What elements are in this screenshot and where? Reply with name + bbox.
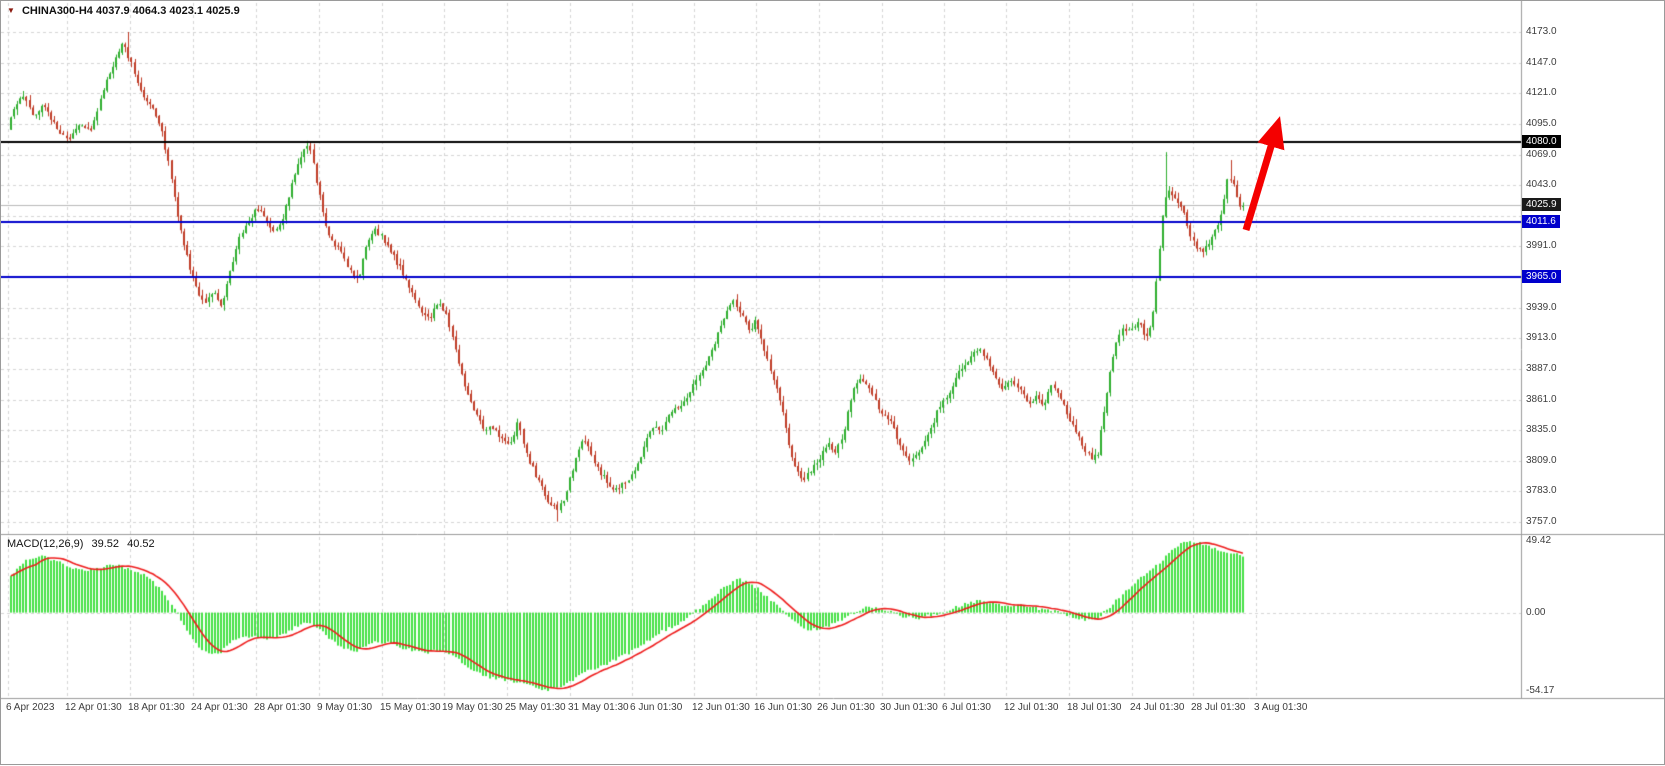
time-axis-tick: 24 Jul 01:30	[1130, 702, 1185, 713]
price-axis-tick: 3757.0	[1526, 516, 1557, 527]
macd-value: 39.52	[91, 538, 120, 550]
price-axis-tick: 4121.0	[1526, 87, 1557, 99]
macd-axis-tick: 49.42	[1526, 535, 1552, 547]
time-axis[interactable]: 6 Apr 2023 12 Apr 01:30 18 Apr 01:30 24 Apr…	[1, 698, 1521, 722]
price-axis[interactable]: 4173.0 4147.0 4121.0 4095.0 4069.0 4043.0 3991…	[1521, 1, 1665, 766]
time-axis-tick: 25 May 01:30	[505, 702, 566, 713]
price-axis-tick: 3809.0	[1526, 454, 1557, 466]
time-axis-tick: 15 May 01:30	[380, 702, 441, 713]
symbol-name: CHINA300-H4	[21, 5, 93, 17]
time-axis-tick: 24 Apr 01:30	[191, 702, 248, 713]
time-axis-tick: 12 Jun 01:30	[692, 702, 750, 713]
macd-axis-tick: -54.17	[1526, 685, 1555, 697]
time-axis-tick: 9 May 01:30	[317, 702, 373, 713]
price-axis-tick: 3991.0	[1526, 240, 1557, 252]
macd-signal-value: 40.52	[127, 538, 155, 550]
price-axis-tick: 3835.0	[1526, 424, 1557, 436]
price-axis-tick: 4173.0	[1526, 26, 1557, 37]
time-axis-tick: 3 Aug 01:30	[1254, 702, 1308, 713]
macd-indicator-label: MACD(12,26,9) 39.52 40.52	[7, 538, 160, 550]
time-axis-tick: 18 Jul 01:30	[1067, 702, 1122, 713]
symbol-ohlc-label: ▼ CHINA300-H4 4037.9 4064.3 4023.1 4025.…	[7, 5, 240, 17]
time-axis-tick: 12 Apr 01:30	[65, 702, 122, 713]
price-axis-tick: 3939.0	[1526, 301, 1557, 313]
time-axis-tick: 28 Apr 01:30	[254, 702, 311, 713]
time-axis-tick: 16 Jun 01:30	[754, 702, 812, 713]
macd-axis-tick: 0.00	[1526, 606, 1546, 618]
price-axis-tick: 3913.0	[1526, 332, 1557, 344]
price-axis-tick: 4147.0	[1526, 56, 1557, 68]
price-axis-tick: 3861.0	[1526, 393, 1557, 405]
price-axis-tick: 4069.0	[1526, 148, 1557, 160]
price-axis-tick: 3783.0	[1526, 485, 1557, 497]
time-axis-tick: 6 Jun 01:30	[630, 702, 683, 713]
price-tag: 4080.0	[1522, 134, 1561, 148]
time-axis-tick: 12 Jul 01:30	[1004, 702, 1059, 713]
time-axis-tick: 30 Jun 01:30	[880, 702, 938, 713]
price-tag: 3965.0	[1522, 270, 1561, 283]
time-axis-tick: 28 Jul 01:30	[1191, 702, 1246, 713]
price-tag: 4011.6	[1522, 215, 1560, 229]
price-axis-tick: 4043.0	[1526, 179, 1557, 191]
price-tag: 4025.9	[1522, 198, 1561, 212]
symbol-triangle-icon: ▼	[7, 6, 15, 15]
time-axis-tick: 18 Apr 01:30	[128, 702, 185, 713]
time-axis-tick: 31 May 01:30	[568, 702, 629, 713]
ohlc-values: 4037.9 4064.3 4023.1 4025.9	[95, 5, 240, 17]
time-axis-tick: 26 Jun 01:30	[817, 702, 875, 713]
time-axis-tick: 6 Apr 2023	[6, 702, 55, 713]
price-axis-tick: 3887.0	[1526, 362, 1557, 374]
time-axis-tick: 19 May 01:30	[442, 702, 503, 713]
price-axis-tick: 4095.0	[1526, 117, 1557, 129]
macd-name: MACD(12,26,9)	[7, 538, 84, 550]
time-axis-tick: 6 Jul 01:30	[942, 702, 991, 713]
